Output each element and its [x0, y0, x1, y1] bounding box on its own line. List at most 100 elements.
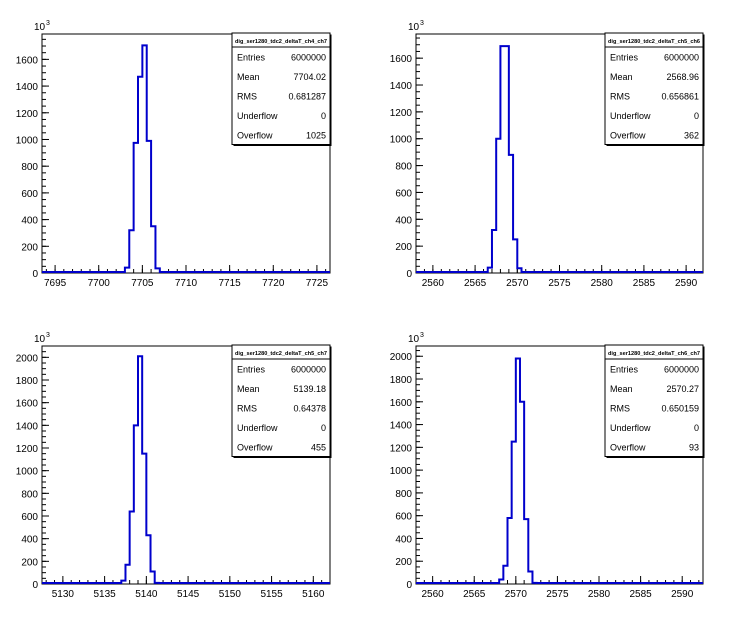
- stats-label: Underflow: [237, 111, 278, 121]
- stats-label: Overflow: [237, 130, 273, 140]
- stats-label: Underflow: [610, 111, 651, 121]
- stats-value: 0: [694, 423, 699, 433]
- stats-label: Overflow: [610, 442, 646, 452]
- stats-box: [604, 344, 704, 457]
- y-axis-exponent-power: 3: [420, 20, 424, 27]
- stats-value: 7704.02: [293, 72, 326, 82]
- histogram-line: [416, 45, 703, 273]
- y-tick-label: 1000: [16, 135, 39, 146]
- y-tick-label: 1600: [390, 398, 413, 409]
- x-tick-label: 2565: [463, 589, 486, 600]
- y-tick-label: 1600: [16, 55, 39, 66]
- x-tick-label: 7695: [44, 278, 67, 289]
- x-tick-label: 7725: [306, 278, 329, 289]
- histogram-panel-2: 0 200 400 600 800 1000 1200 1400 1600 2560 2565 257…: [390, 20, 705, 289]
- y-axis-exponent-base: 10: [34, 334, 46, 345]
- y-tick-label: 400: [395, 215, 412, 226]
- y-tick-label: 1400: [16, 421, 39, 432]
- stats-box: [604, 32, 704, 145]
- x-tick-label: 2585: [629, 589, 652, 600]
- x-tick-label: 2580: [591, 278, 614, 289]
- y-tick-label: 1200: [390, 108, 413, 119]
- x-tick-label: 5160: [302, 589, 325, 600]
- y-tick-label: 800: [21, 162, 38, 173]
- stats-value: 5139.18: [293, 384, 326, 394]
- stats-value: 0.656861: [661, 91, 699, 101]
- stats-label: RMS: [610, 91, 630, 101]
- stats-value: 6000000: [291, 52, 326, 62]
- stats-value: 2570.27: [666, 384, 699, 394]
- x-tick-label: 5140: [135, 589, 158, 600]
- y-tick-label: 1800: [16, 376, 39, 387]
- x-tick-label: 5135: [93, 589, 116, 600]
- stats-value: 0: [321, 423, 326, 433]
- y-tick-label: 1400: [16, 82, 39, 93]
- x-tick-label: 2560: [422, 589, 445, 600]
- stats-value: 6000000: [664, 52, 699, 62]
- stats-label: Underflow: [610, 423, 651, 433]
- y-axis-exponent-power: 3: [420, 332, 424, 339]
- x-tick-label: 2570: [505, 589, 528, 600]
- y-tick-label: 1200: [390, 443, 413, 454]
- y-tick-label: 400: [395, 534, 412, 545]
- y-tick-label: 1200: [16, 109, 39, 120]
- stats-label: Mean: [237, 384, 260, 394]
- stats-value: 0: [321, 111, 326, 121]
- stats-value: 93: [689, 442, 699, 452]
- y-tick-label: 200: [395, 557, 412, 568]
- x-tick-label: 2560: [422, 278, 445, 289]
- stats-label: RMS: [237, 91, 257, 101]
- x-tick-label: 2590: [671, 589, 694, 600]
- histogram-title: dig_ser1280_tdc2_deltaT_ch5_ch6: [608, 39, 700, 45]
- y-tick-label: 400: [21, 216, 38, 227]
- histogram-title: dig_ser1280_tdc2_deltaT_ch6_ch7: [608, 351, 700, 357]
- x-tick-label: 5155: [260, 589, 283, 600]
- y-tick-label: 0: [32, 580, 38, 591]
- x-tick-label: 7700: [88, 278, 111, 289]
- x-tick-label: 5150: [219, 589, 242, 600]
- x-tick-label: 2585: [633, 278, 656, 289]
- stats-value: 0.650159: [661, 403, 699, 413]
- histogram-line: [416, 357, 703, 584]
- stats-label: Entries: [237, 52, 266, 62]
- y-tick-label: 1000: [16, 467, 39, 478]
- y-tick-label: 600: [395, 512, 412, 523]
- x-tick-label: 5145: [177, 589, 200, 600]
- stats-label: Mean: [610, 72, 633, 82]
- y-tick-label: 200: [21, 557, 38, 568]
- y-axis-exponent-power: 3: [46, 20, 50, 27]
- y-tick-label: 1600: [390, 54, 413, 65]
- stats-value: 0.64378: [293, 403, 326, 413]
- stats-value: 0: [694, 111, 699, 121]
- stats-label: Underflow: [237, 423, 278, 433]
- y-tick-label: 1400: [390, 421, 413, 432]
- x-tick-label: 7710: [175, 278, 198, 289]
- stats-label: Mean: [237, 72, 260, 82]
- y-axis-exponent-base: 10: [408, 22, 420, 33]
- y-tick-label: 200: [395, 242, 412, 253]
- y-tick-label: 600: [395, 188, 412, 199]
- x-tick-label: 7715: [219, 278, 242, 289]
- stats-label: Entries: [610, 364, 639, 374]
- x-tick-label: 7720: [262, 278, 285, 289]
- x-tick-label: 5130: [52, 589, 75, 600]
- y-tick-label: 800: [395, 162, 412, 173]
- x-tick-label: 2580: [588, 589, 611, 600]
- x-tick-label: 2590: [675, 278, 698, 289]
- stats-value: 362: [684, 130, 699, 140]
- y-tick-label: 0: [406, 580, 412, 591]
- x-tick-label: 2575: [546, 589, 569, 600]
- stats-label: RMS: [610, 403, 630, 413]
- stats-value: 6000000: [291, 364, 326, 374]
- histogram-panel-4: 0 200 400 600 800 1000 1200 1400 1600 1800 2000 256…: [390, 332, 705, 600]
- x-tick-label: 2565: [464, 278, 487, 289]
- x-tick-label: 2570: [506, 278, 529, 289]
- histogram-panel-1: 0 200 400 600 800 1000 1200 1400 1600 7695 7700 770…: [16, 20, 332, 289]
- stats-label: Entries: [237, 364, 266, 374]
- stats-label: Overflow: [610, 130, 646, 140]
- histogram-title: dig_ser1280_tdc2_deltaT_ch4_ch7: [235, 39, 327, 45]
- y-tick-label: 400: [21, 535, 38, 546]
- x-tick-label: 7705: [131, 278, 154, 289]
- y-tick-label: 1000: [390, 135, 413, 146]
